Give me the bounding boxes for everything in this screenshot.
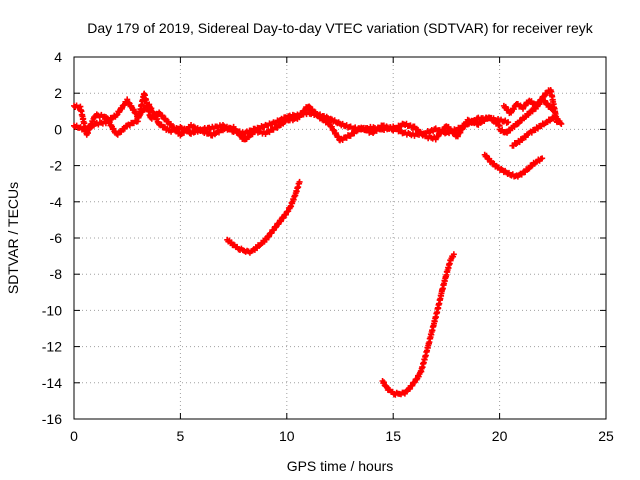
data-point [312, 109, 319, 116]
x-tick-label: 20 [492, 428, 508, 444]
data-point [306, 103, 313, 110]
data-point [353, 128, 360, 135]
x-tick-label: 15 [385, 428, 401, 444]
x-axis-label: GPS time / hours [287, 458, 394, 474]
data-point [326, 119, 333, 126]
data-point [121, 125, 128, 132]
series-baseline-b [71, 90, 503, 144]
data-point [299, 110, 306, 117]
data-point [118, 105, 125, 112]
data-point [450, 251, 457, 258]
data-point [440, 127, 447, 134]
y-axis-label: SDTVAR / TECUs [5, 182, 21, 294]
data-point [130, 106, 137, 113]
data-point [113, 112, 120, 119]
data-point [258, 240, 265, 247]
data-point [505, 119, 512, 126]
data-point [434, 133, 441, 140]
data-point [282, 211, 289, 218]
y-tick-label: -12 [42, 339, 62, 355]
y-tick-label: -4 [50, 194, 63, 210]
data-point [330, 126, 337, 133]
y-tick-label: 4 [54, 49, 62, 65]
y-tick-label: -14 [42, 375, 62, 391]
y-tick-label: -10 [42, 302, 62, 318]
series-late-return [509, 112, 565, 149]
data-point [477, 119, 484, 126]
data-point [520, 105, 527, 112]
series-late-mid [496, 87, 561, 136]
data-point [235, 129, 242, 136]
data-point [406, 385, 413, 392]
y-tick-label: 0 [54, 121, 62, 137]
x-tick-label: 0 [70, 428, 78, 444]
y-tick-label: -2 [50, 158, 63, 174]
data-point [124, 96, 131, 103]
series-late-dip [481, 151, 546, 180]
data-point [118, 128, 125, 135]
y-tick-label: -16 [42, 411, 62, 427]
data-marks [71, 87, 565, 398]
series-arc-7-to-10 [224, 178, 303, 256]
data-point [539, 155, 546, 162]
x-tick-label: 10 [279, 428, 295, 444]
series-arc-14-to-18 [379, 251, 457, 398]
data-point [557, 119, 564, 126]
data-point [490, 117, 497, 124]
y-tick-label: -8 [50, 266, 63, 282]
y-tick-label: -6 [50, 230, 63, 246]
data-point [162, 115, 169, 122]
x-tick-label: 5 [177, 428, 185, 444]
y-tick-label: 2 [54, 85, 62, 101]
data-point [296, 178, 303, 185]
series-late-upper [500, 95, 558, 117]
data-point [558, 120, 565, 127]
data-point [457, 129, 464, 136]
data-point [328, 123, 335, 130]
x-tick-label: 25 [598, 428, 614, 444]
chart-title: Day 179 of 2019, Sidereal Day-to-day VTE… [87, 20, 593, 36]
data-point [510, 106, 517, 113]
